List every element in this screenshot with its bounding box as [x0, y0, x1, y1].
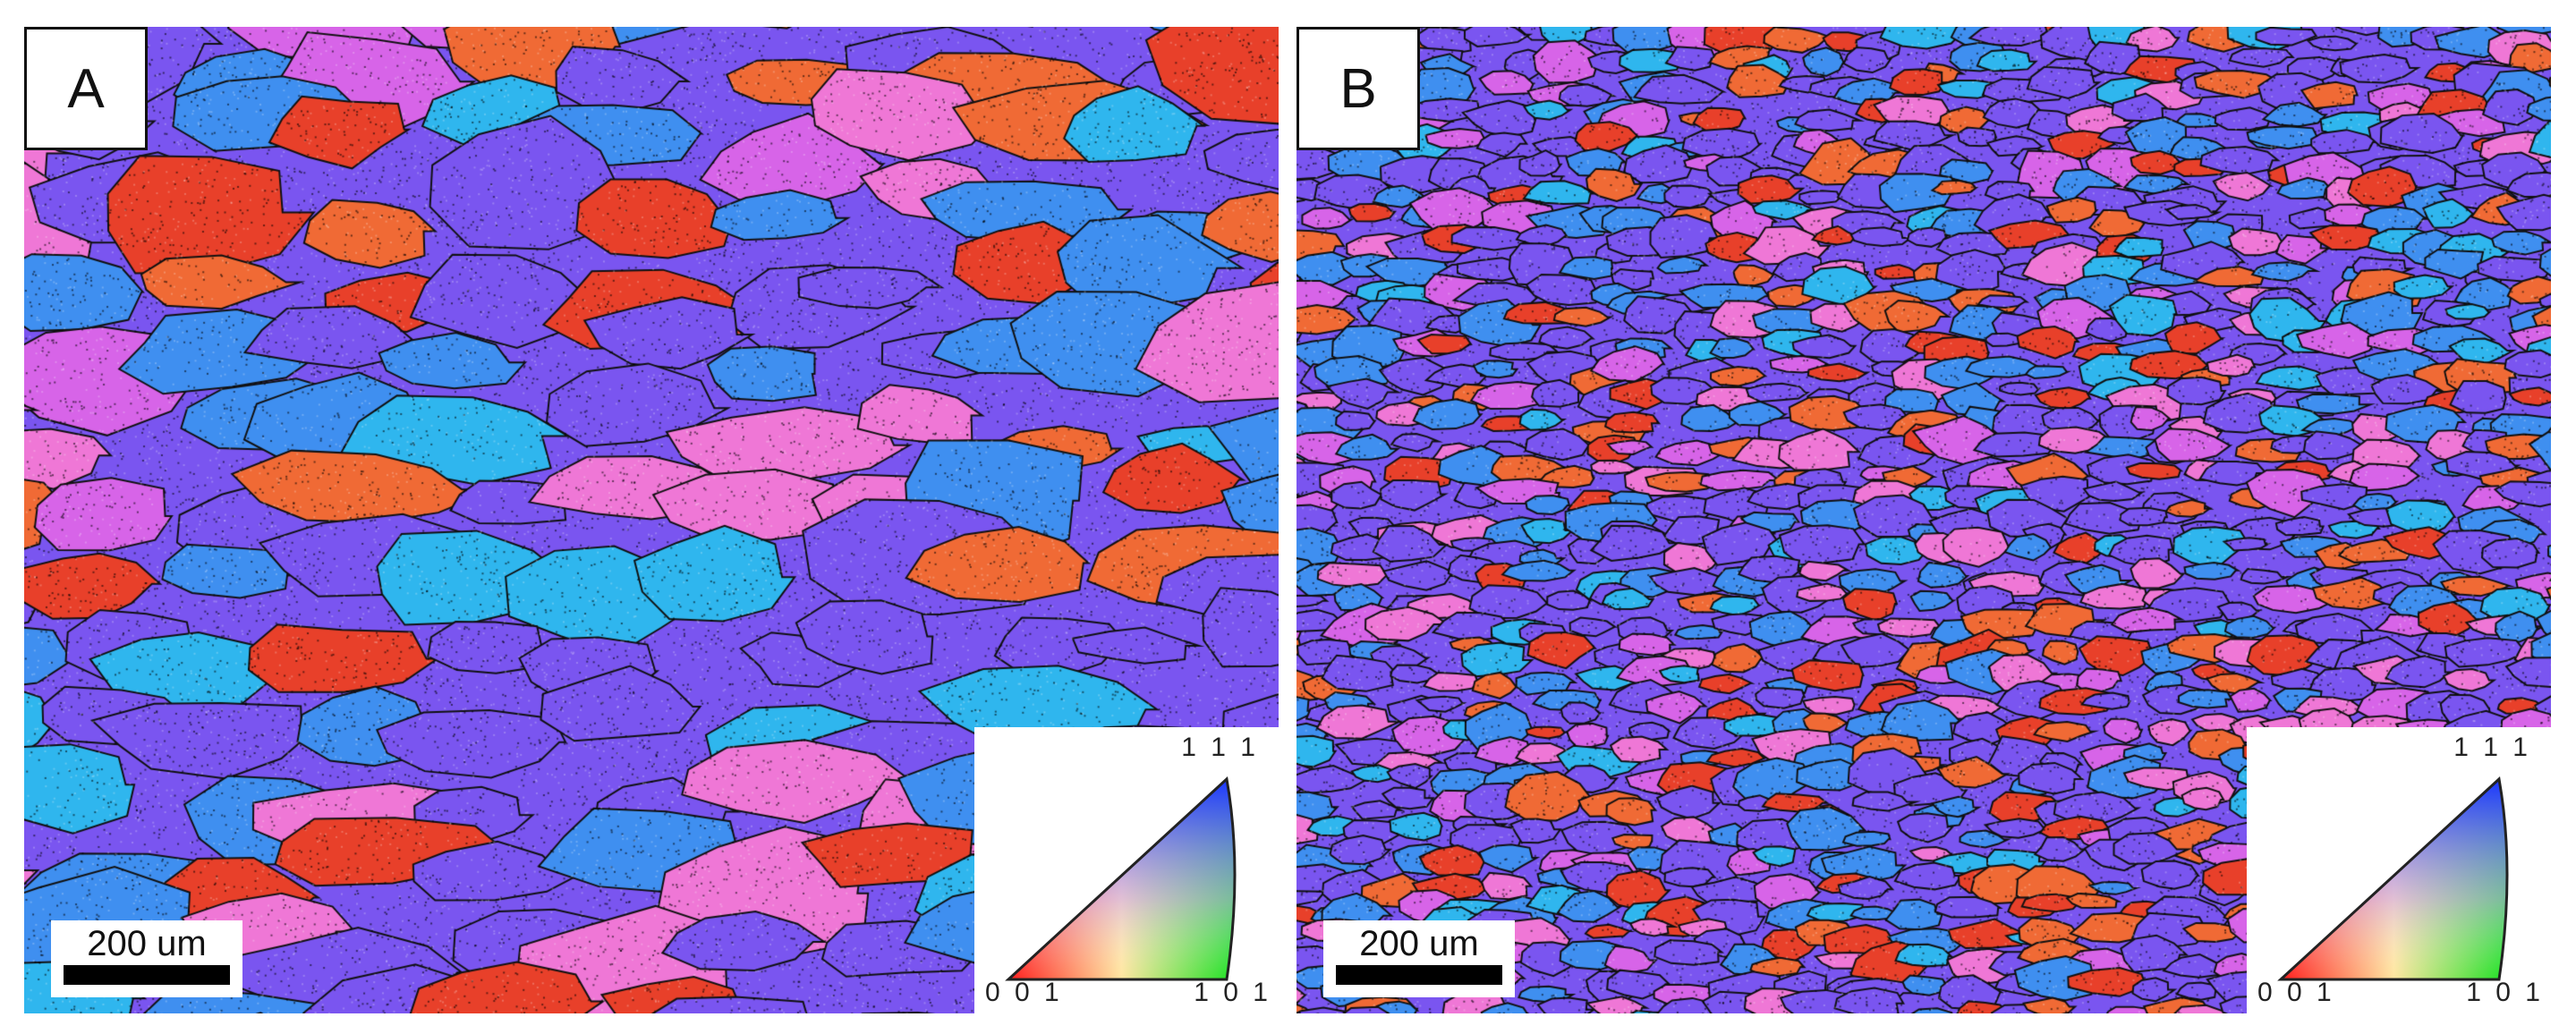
ipf-label-001-b: 0 0 1 — [2257, 978, 2335, 1007]
ipf-label-101-b: 1 0 1 — [2466, 978, 2544, 1007]
ipf-legend-a: 1 1 1 0 0 1 1 0 1 — [974, 727, 1279, 1013]
scale-bar-line-b — [1336, 965, 1502, 985]
ipf-triangle-b — [2277, 776, 2509, 981]
ipf-label-001-a: 0 0 1 — [985, 978, 1063, 1007]
scale-bar-b: 200 um — [1323, 920, 1515, 997]
scale-bar-line-a — [64, 965, 230, 985]
panel-label-a: A — [24, 27, 148, 150]
ipf-label-111-a: 1 1 1 — [1181, 733, 1259, 762]
ipf-triangle-a — [1005, 776, 1237, 981]
ipf-label-101-a: 1 0 1 — [1194, 978, 1271, 1007]
ebsd-map-panel-a: A 200 um 1 1 1 0 0 1 1 — [24, 27, 1279, 1013]
ebsd-map-panel-b: B 200 um 1 1 1 0 0 1 1 — [1297, 27, 2551, 1013]
ipf-label-111-b: 1 1 1 — [2453, 733, 2531, 762]
scale-bar-text-b: 200 um — [1359, 924, 1479, 963]
scale-bar-text-a: 200 um — [87, 924, 207, 963]
panel-label-b: B — [1297, 27, 1420, 150]
ipf-legend-b: 1 1 1 0 0 1 1 0 1 — [2247, 727, 2551, 1013]
scale-bar-a: 200 um — [51, 920, 242, 997]
